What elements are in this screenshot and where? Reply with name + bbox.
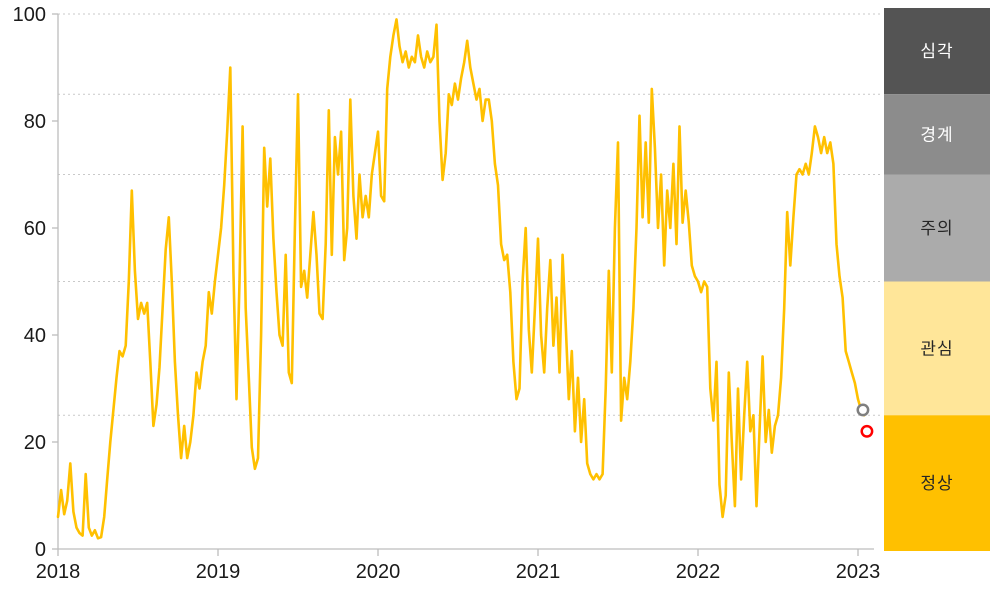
legend-band-alert: [884, 94, 990, 175]
y-tick-label-40: 40: [24, 325, 46, 347]
series-line-risk-index: [56, 18, 866, 540]
x-tick-label-2022: 2022: [676, 561, 721, 583]
legend-band-severe: [884, 8, 990, 95]
y-tick-label-20: 20: [24, 432, 46, 454]
legend-band-attention: [884, 281, 990, 416]
legend-label-normal: 정상: [920, 474, 953, 493]
x-tick-label-2020: 2020: [356, 561, 401, 583]
y-tick-label-0: 0: [35, 539, 46, 561]
latest-value-marker: [860, 424, 874, 438]
legend-band-caution: [884, 174, 990, 282]
gridlines: [58, 13, 880, 416]
x-tick-label-2018: 2018: [36, 561, 81, 583]
legend-label-attention: 관심: [920, 339, 953, 358]
y-tick-label-100: 100: [13, 4, 46, 26]
legend-label-caution: 주의: [920, 219, 953, 238]
legend-label-alert: 경계: [920, 125, 953, 144]
legend-label-severe: 심각: [920, 42, 953, 61]
x-tick-label-2019: 2019: [196, 561, 241, 583]
axes: [52, 13, 874, 556]
previous-value-marker: [856, 403, 870, 417]
legend-band-normal: [884, 415, 990, 551]
y-tick-label-60: 60: [24, 218, 46, 240]
x-tick-label-2021: 2021: [516, 561, 561, 583]
x-tick-label-2023: 2023: [836, 561, 881, 583]
y-tick-label-80: 80: [24, 111, 46, 133]
end-markers: [856, 403, 874, 438]
index-line-series: [56, 18, 866, 540]
axis-labels: 0 20 40 60 80 100 2018 2019 2020 2021 2022 2023: [13, 4, 881, 583]
